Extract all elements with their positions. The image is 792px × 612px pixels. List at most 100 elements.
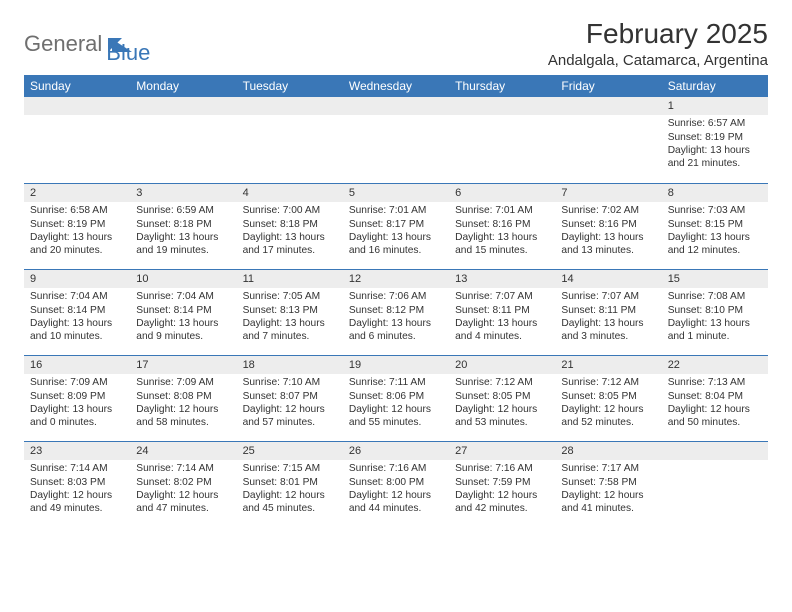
- daylight-text: Daylight: 12 hours and 41 minutes.: [561, 489, 655, 516]
- calendar-cell: 10Sunrise: 7:04 AMSunset: 8:14 PMDayligh…: [130, 269, 236, 355]
- daylight-text: Daylight: 12 hours and 58 minutes.: [136, 403, 230, 430]
- day-details: Sunrise: 6:57 AMSunset: 8:19 PMDaylight:…: [662, 115, 768, 173]
- calendar-week-row: 2Sunrise: 6:58 AMSunset: 8:19 PMDaylight…: [24, 183, 768, 269]
- calendar-cell: 13Sunrise: 7:07 AMSunset: 8:11 PMDayligh…: [449, 269, 555, 355]
- day-number: 27: [449, 441, 555, 460]
- sunrise-text: Sunrise: 7:02 AM: [561, 204, 655, 217]
- sunset-text: Sunset: 8:16 PM: [455, 218, 549, 231]
- sunrise-text: Sunrise: 7:13 AM: [668, 376, 762, 389]
- day-number: 8: [662, 183, 768, 202]
- sunset-text: Sunset: 8:16 PM: [561, 218, 655, 231]
- day-number: 28: [555, 441, 661, 460]
- daylight-text: Daylight: 13 hours and 21 minutes.: [668, 144, 762, 171]
- calendar-cell: 16Sunrise: 7:09 AMSunset: 8:09 PMDayligh…: [24, 355, 130, 441]
- day-details: Sunrise: 7:08 AMSunset: 8:10 PMDaylight:…: [662, 288, 768, 346]
- day-number: 5: [343, 183, 449, 202]
- day-number: 22: [662, 355, 768, 374]
- sunrise-text: Sunrise: 7:10 AM: [243, 376, 337, 389]
- calendar-cell: [130, 97, 236, 183]
- day-details: [24, 115, 130, 120]
- sunset-text: Sunset: 8:00 PM: [349, 476, 443, 489]
- calendar-cell: 25Sunrise: 7:15 AMSunset: 8:01 PMDayligh…: [237, 441, 343, 527]
- day-number: 24: [130, 441, 236, 460]
- calendar-cell: 18Sunrise: 7:10 AMSunset: 8:07 PMDayligh…: [237, 355, 343, 441]
- calendar-cell: 5Sunrise: 7:01 AMSunset: 8:17 PMDaylight…: [343, 183, 449, 269]
- header: General Blue February 2025 Andalgala, Ca…: [24, 18, 768, 69]
- daylight-text: Daylight: 12 hours and 47 minutes.: [136, 489, 230, 516]
- daylight-text: Daylight: 13 hours and 12 minutes.: [668, 231, 762, 258]
- sunset-text: Sunset: 8:09 PM: [30, 390, 124, 403]
- day-number: 19: [343, 355, 449, 374]
- sunset-text: Sunset: 8:11 PM: [455, 304, 549, 317]
- sunrise-text: Sunrise: 7:14 AM: [136, 462, 230, 475]
- sunrise-text: Sunrise: 7:00 AM: [243, 204, 337, 217]
- calendar-page: General Blue February 2025 Andalgala, Ca…: [0, 0, 792, 545]
- day-number: 23: [24, 441, 130, 460]
- calendar-cell: 23Sunrise: 7:14 AMSunset: 8:03 PMDayligh…: [24, 441, 130, 527]
- day-number: [237, 97, 343, 115]
- day-details: Sunrise: 6:59 AMSunset: 8:18 PMDaylight:…: [130, 202, 236, 260]
- day-number: 10: [130, 269, 236, 288]
- day-details: Sunrise: 7:13 AMSunset: 8:04 PMDaylight:…: [662, 374, 768, 432]
- day-number: 4: [237, 183, 343, 202]
- sunset-text: Sunset: 8:11 PM: [561, 304, 655, 317]
- day-details: Sunrise: 7:10 AMSunset: 8:07 PMDaylight:…: [237, 374, 343, 432]
- sunrise-text: Sunrise: 7:01 AM: [349, 204, 443, 217]
- day-details: [237, 115, 343, 120]
- calendar-cell: [555, 97, 661, 183]
- sunset-text: Sunset: 8:08 PM: [136, 390, 230, 403]
- daylight-text: Daylight: 13 hours and 6 minutes.: [349, 317, 443, 344]
- sunset-text: Sunset: 8:05 PM: [561, 390, 655, 403]
- day-number: [449, 97, 555, 115]
- day-details: Sunrise: 7:16 AMSunset: 7:59 PMDaylight:…: [449, 460, 555, 518]
- weekday-header: Tuesday: [237, 75, 343, 97]
- calendar-cell: 15Sunrise: 7:08 AMSunset: 8:10 PMDayligh…: [662, 269, 768, 355]
- daylight-text: Daylight: 12 hours and 57 minutes.: [243, 403, 337, 430]
- sunrise-text: Sunrise: 7:16 AM: [349, 462, 443, 475]
- logo-text-general: General: [24, 31, 102, 57]
- sunrise-text: Sunrise: 7:01 AM: [455, 204, 549, 217]
- day-number: 11: [237, 269, 343, 288]
- day-number: 9: [24, 269, 130, 288]
- daylight-text: Daylight: 13 hours and 7 minutes.: [243, 317, 337, 344]
- daylight-text: Daylight: 13 hours and 19 minutes.: [136, 231, 230, 258]
- day-details: Sunrise: 7:09 AMSunset: 8:09 PMDaylight:…: [24, 374, 130, 432]
- day-details: [130, 115, 236, 120]
- daylight-text: Daylight: 13 hours and 15 minutes.: [455, 231, 549, 258]
- daylight-text: Daylight: 13 hours and 0 minutes.: [30, 403, 124, 430]
- day-details: [343, 115, 449, 120]
- day-number: 12: [343, 269, 449, 288]
- day-details: Sunrise: 7:16 AMSunset: 8:00 PMDaylight:…: [343, 460, 449, 518]
- day-details: [449, 115, 555, 120]
- day-number: [343, 97, 449, 115]
- sunset-text: Sunset: 8:13 PM: [243, 304, 337, 317]
- sunrise-text: Sunrise: 7:16 AM: [455, 462, 549, 475]
- sunrise-text: Sunrise: 7:07 AM: [455, 290, 549, 303]
- sunset-text: Sunset: 7:58 PM: [561, 476, 655, 489]
- sunrise-text: Sunrise: 7:04 AM: [30, 290, 124, 303]
- calendar-cell: 6Sunrise: 7:01 AMSunset: 8:16 PMDaylight…: [449, 183, 555, 269]
- daylight-text: Daylight: 13 hours and 9 minutes.: [136, 317, 230, 344]
- sunrise-text: Sunrise: 7:08 AM: [668, 290, 762, 303]
- sunset-text: Sunset: 8:17 PM: [349, 218, 443, 231]
- weekday-header: Saturday: [662, 75, 768, 97]
- sunrise-text: Sunrise: 6:59 AM: [136, 204, 230, 217]
- daylight-text: Daylight: 12 hours and 42 minutes.: [455, 489, 549, 516]
- sunrise-text: Sunrise: 7:04 AM: [136, 290, 230, 303]
- daylight-text: Daylight: 12 hours and 52 minutes.: [561, 403, 655, 430]
- day-details: Sunrise: 7:05 AMSunset: 8:13 PMDaylight:…: [237, 288, 343, 346]
- sunrise-text: Sunrise: 7:14 AM: [30, 462, 124, 475]
- sunrise-text: Sunrise: 7:17 AM: [561, 462, 655, 475]
- calendar-cell: [237, 97, 343, 183]
- day-details: Sunrise: 7:02 AMSunset: 8:16 PMDaylight:…: [555, 202, 661, 260]
- day-number: [662, 441, 768, 460]
- daylight-text: Daylight: 13 hours and 4 minutes.: [455, 317, 549, 344]
- calendar-week-row: 1Sunrise: 6:57 AMSunset: 8:19 PMDaylight…: [24, 97, 768, 183]
- calendar-cell: 7Sunrise: 7:02 AMSunset: 8:16 PMDaylight…: [555, 183, 661, 269]
- daylight-text: Daylight: 13 hours and 20 minutes.: [30, 231, 124, 258]
- day-details: Sunrise: 6:58 AMSunset: 8:19 PMDaylight:…: [24, 202, 130, 260]
- weekday-header: Monday: [130, 75, 236, 97]
- calendar-cell: [343, 97, 449, 183]
- day-details: Sunrise: 7:07 AMSunset: 8:11 PMDaylight:…: [555, 288, 661, 346]
- calendar-cell: 14Sunrise: 7:07 AMSunset: 8:11 PMDayligh…: [555, 269, 661, 355]
